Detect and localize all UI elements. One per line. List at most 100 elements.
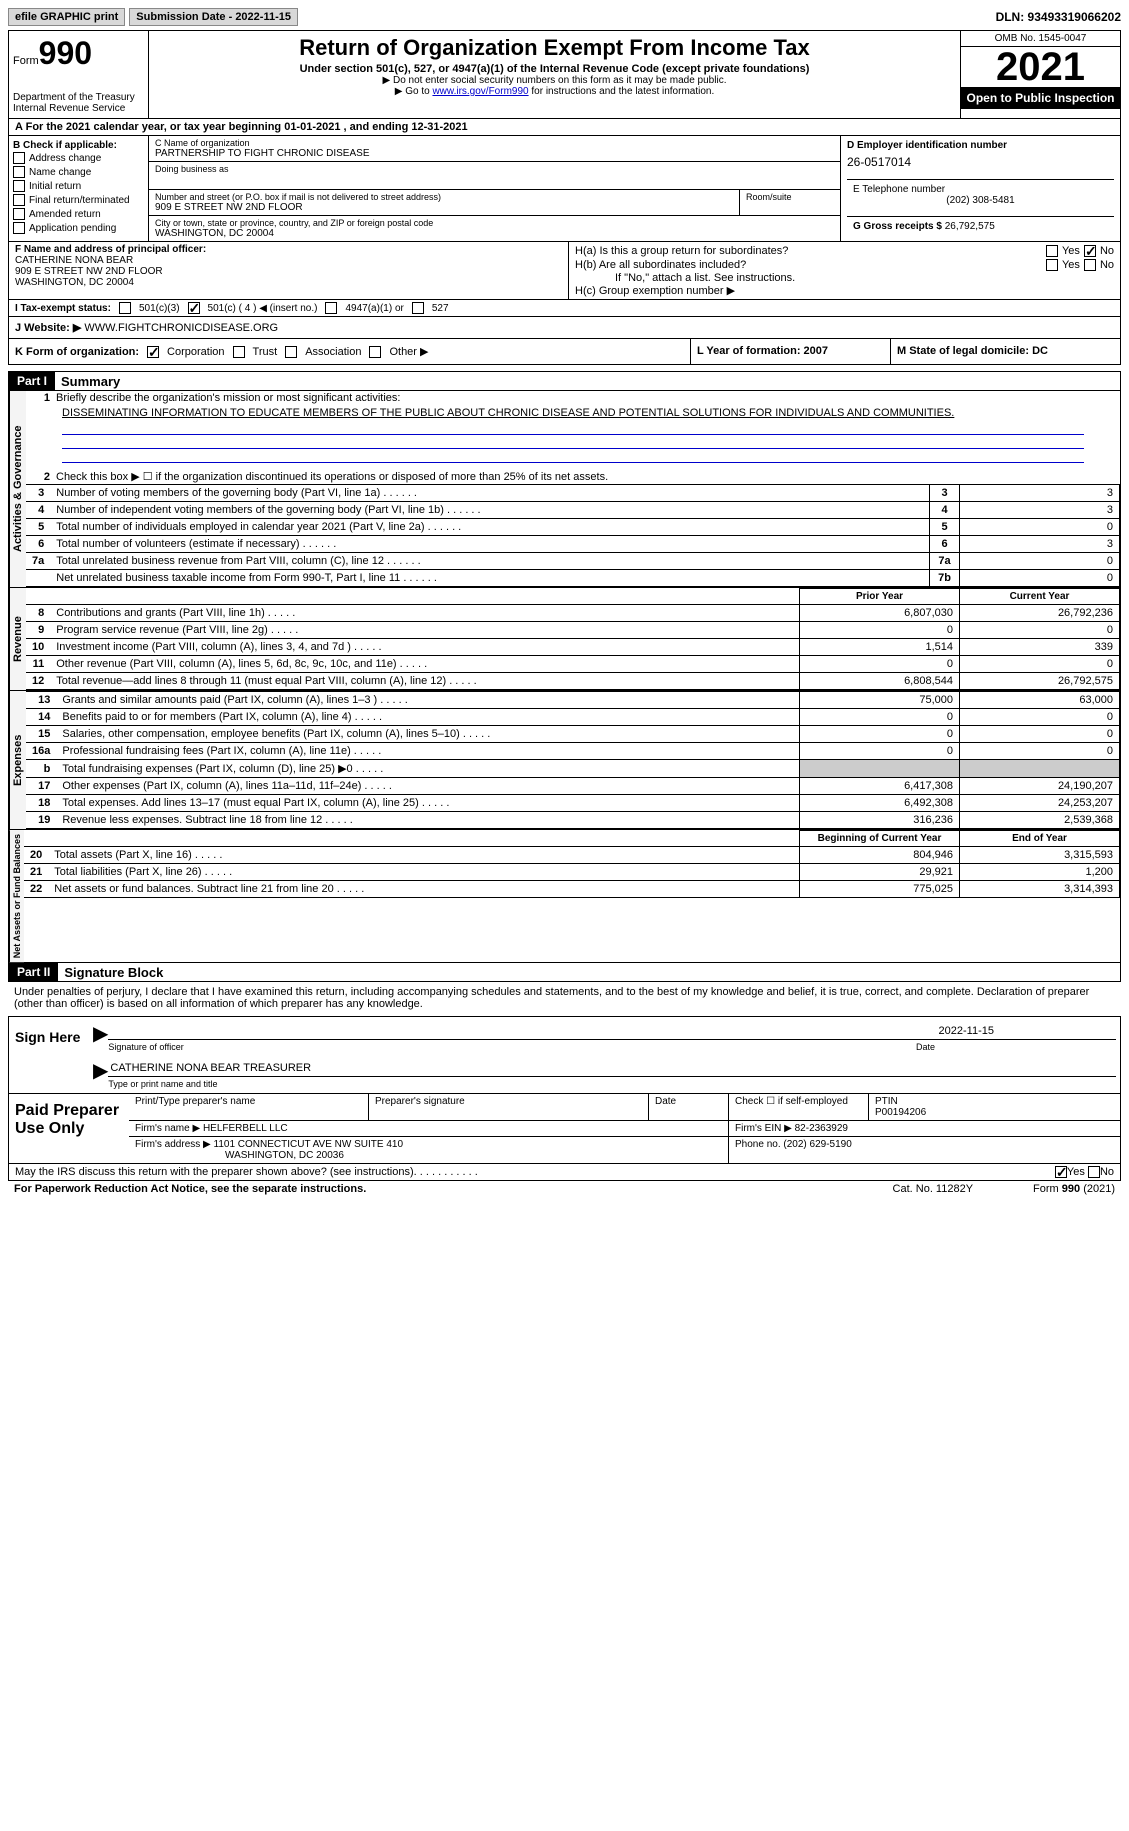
officer-typed-name: CATHERINE NONA BEAR TREASURER xyxy=(108,1060,1116,1077)
sig-officer-label: Signature of officer xyxy=(108,1042,916,1052)
blank-line xyxy=(62,423,1084,435)
trust-checkbox[interactable] xyxy=(233,346,245,358)
c3-checkbox[interactable] xyxy=(119,302,131,314)
s527-checkbox[interactable] xyxy=(412,302,424,314)
blank-line xyxy=(62,437,1084,449)
paperwork-notice: For Paperwork Reduction Act Notice, see … xyxy=(14,1183,366,1195)
officer-label: F Name and address of principal officer: xyxy=(15,244,562,255)
line2-text: Check this box ▶ ☐ if the organization d… xyxy=(56,470,1114,483)
ptin-value: P00194206 xyxy=(875,1107,926,1118)
other-label: Other ▶ xyxy=(389,345,428,358)
amended-label: Amended return xyxy=(29,209,101,220)
officer-addr2: WASHINGTON, DC 20004 xyxy=(15,277,562,288)
initial-label: Initial return xyxy=(29,181,81,192)
l-label: L Year of formation: 2007 xyxy=(697,345,828,357)
status-label: I Tax-exempt status: xyxy=(15,303,111,314)
firm-name-label: Firm's name ▶ xyxy=(135,1123,200,1134)
website-label: J Website: ▶ xyxy=(15,322,81,334)
arrow-icon: ▶ xyxy=(93,1058,108,1089)
hb-no-checkbox[interactable] xyxy=(1084,259,1096,271)
street-label: Number and street (or P.O. box if mail i… xyxy=(155,192,733,202)
ha-label: H(a) Is this a group return for subordin… xyxy=(575,245,1042,257)
section-b: B Check if applicable: Address change Na… xyxy=(9,136,149,241)
corp-checkbox[interactable] xyxy=(147,346,159,358)
initial-checkbox[interactable] xyxy=(13,180,25,192)
street-value: 909 E STREET NW 2ND FLOOR xyxy=(155,202,733,213)
cat-no: Cat. No. 11282Y xyxy=(893,1183,974,1195)
name-change-label: Name change xyxy=(29,167,91,178)
firm-ein: 82-2363929 xyxy=(795,1123,848,1134)
pending-label: Application pending xyxy=(29,223,116,234)
ha-no-checkbox[interactable] xyxy=(1084,245,1096,257)
city-label: City or town, state or province, country… xyxy=(155,218,834,228)
firm-addr2: WASHINGTON, DC 20036 xyxy=(135,1150,344,1161)
a4947-checkbox[interactable] xyxy=(325,302,337,314)
form-word: Form xyxy=(13,55,39,67)
gross-value: 26,792,575 xyxy=(945,221,995,232)
discuss-yes-checkbox[interactable] xyxy=(1055,1166,1067,1178)
name-change-checkbox[interactable] xyxy=(13,166,25,178)
firm-addr1: 1101 CONNECTICUT AVE NW SUITE 410 xyxy=(214,1139,404,1150)
org-name: PARTNERSHIP TO FIGHT CHRONIC DISEASE xyxy=(155,148,834,159)
trust-label: Trust xyxy=(253,346,278,358)
assoc-checkbox[interactable] xyxy=(285,346,297,358)
line1-text: Briefly describe the organization's miss… xyxy=(56,392,1114,404)
c-checkbox[interactable] xyxy=(188,302,200,314)
tax-year: 2021 xyxy=(961,47,1120,87)
ha-yes: Yes xyxy=(1062,245,1080,257)
firm-phone-label: Phone no. xyxy=(735,1139,781,1150)
hb-no: No xyxy=(1100,259,1114,271)
hb-note: If "No," attach a list. See instructions… xyxy=(575,272,1114,284)
addr-change-checkbox[interactable] xyxy=(13,152,25,164)
firm-ein-label: Firm's EIN ▶ xyxy=(735,1123,792,1134)
firm-addr-label: Firm's address ▶ xyxy=(135,1139,211,1150)
part2-header: Part II xyxy=(9,963,58,981)
officer-addr1: 909 E STREET NW 2ND FLOOR xyxy=(15,266,562,277)
hb-yes-checkbox[interactable] xyxy=(1046,259,1058,271)
hb-yes: Yes xyxy=(1062,259,1080,271)
hc-label: H(c) Group exemption number ▶ xyxy=(575,284,1114,297)
final-label: Final return/terminated xyxy=(29,195,130,206)
self-employed-label: Check ☐ if self-employed xyxy=(729,1094,869,1120)
net-section-label: Net Assets or Fund Balances xyxy=(9,830,24,962)
phone-value: (202) 308-5481 xyxy=(853,195,1108,206)
officer-name: CATHERINE NONA BEAR xyxy=(15,255,562,266)
dba-label: Doing business as xyxy=(155,164,834,174)
phone-label: E Telephone number xyxy=(853,184,1108,195)
part1-header: Part I xyxy=(9,372,55,390)
prep-sig-label: Preparer's signature xyxy=(369,1094,649,1120)
discuss-no-checkbox[interactable] xyxy=(1088,1166,1100,1178)
ha-no: No xyxy=(1100,245,1114,257)
irs-link[interactable]: www.irs.gov/Form990 xyxy=(432,86,528,97)
declaration-text: Under penalties of perjury, I declare th… xyxy=(8,982,1121,1014)
part1-title: Summary xyxy=(55,374,120,389)
period-label: A For the 2021 calendar year, or tax yea… xyxy=(9,119,474,135)
other-checkbox[interactable] xyxy=(369,346,381,358)
final-checkbox[interactable] xyxy=(13,194,25,206)
submission-date-button[interactable]: Submission Date - 2022-11-15 xyxy=(129,8,298,26)
s527-label: 527 xyxy=(432,303,449,314)
discuss-no: No xyxy=(1100,1166,1114,1178)
gov-section-label: Activities & Governance xyxy=(9,391,26,587)
type-name-label: Type or print name and title xyxy=(108,1079,1116,1089)
prep-date-label: Date xyxy=(649,1094,729,1120)
ha-yes-checkbox[interactable] xyxy=(1046,245,1058,257)
dept-label: Department of the Treasury Internal Reve… xyxy=(13,92,144,114)
goto-pre: ▶ Go to xyxy=(395,86,433,97)
form-footer: Form 990 (2021) xyxy=(1033,1183,1115,1195)
amended-checkbox[interactable] xyxy=(13,208,25,220)
gross-label: G Gross receipts $ xyxy=(853,221,942,232)
form-title: Return of Organization Exempt From Incom… xyxy=(157,35,952,61)
assoc-label: Association xyxy=(305,346,361,358)
room-label: Room/suite xyxy=(746,192,834,202)
date-label: Date xyxy=(916,1042,1116,1052)
pending-checkbox[interactable] xyxy=(13,222,25,234)
b-heading: B Check if applicable: xyxy=(13,140,144,151)
form-id-block: Form990 Department of the Treasury Inter… xyxy=(9,31,149,118)
a4947-label: 4947(a)(1) or xyxy=(345,303,403,314)
efile-print-button[interactable]: efile GRAPHIC print xyxy=(8,8,125,26)
website-url: WWW.FIGHTCHRONICDISEASE.ORG xyxy=(84,322,278,334)
blank-line xyxy=(62,451,1084,463)
paid-preparer-label: Paid Preparer Use Only xyxy=(9,1094,129,1163)
goto-post: for instructions and the latest informat… xyxy=(529,86,715,97)
